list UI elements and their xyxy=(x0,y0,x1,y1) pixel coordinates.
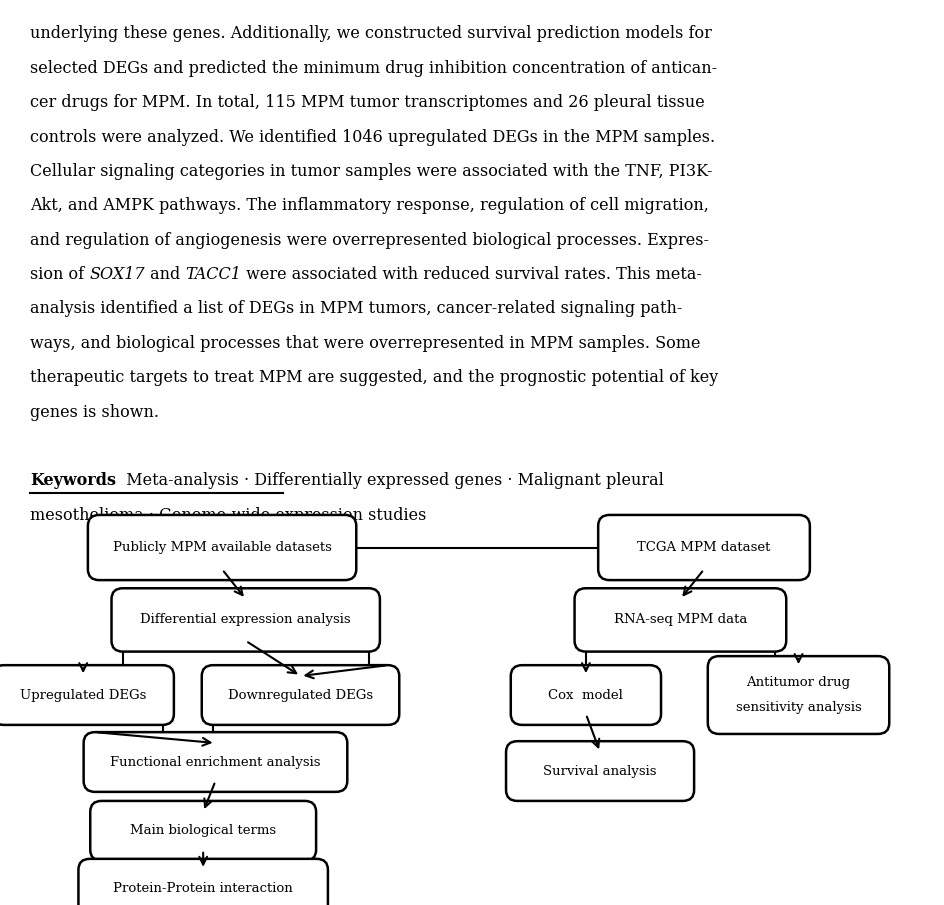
Text: selected DEGs and predicted the minimum drug inhibition concentration of antican: selected DEGs and predicted the minimum … xyxy=(30,60,716,77)
Text: sensitivity analysis: sensitivity analysis xyxy=(734,700,861,714)
Text: Publicly MPM available datasets: Publicly MPM available datasets xyxy=(112,541,331,554)
FancyBboxPatch shape xyxy=(574,588,785,652)
Text: TACC1: TACC1 xyxy=(185,266,241,283)
FancyBboxPatch shape xyxy=(598,515,809,580)
FancyBboxPatch shape xyxy=(0,665,174,725)
FancyBboxPatch shape xyxy=(201,665,398,725)
Text: and: and xyxy=(144,266,185,283)
FancyBboxPatch shape xyxy=(83,732,347,792)
Text: underlying these genes. Additionally, we constructed survival prediction models : underlying these genes. Additionally, we… xyxy=(30,25,712,43)
Text: SOX17: SOX17 xyxy=(90,266,144,283)
Text: Akt, and AMPK pathways. The inflammatory response, regulation of cell migration,: Akt, and AMPK pathways. The inflammatory… xyxy=(30,197,708,214)
Text: were associated with reduced survival rates. This meta-: were associated with reduced survival ra… xyxy=(241,266,701,283)
Text: controls were analyzed. We identified 1046 upregulated DEGs in the MPM samples.: controls were analyzed. We identified 10… xyxy=(30,129,715,146)
Text: Survival analysis: Survival analysis xyxy=(543,765,656,777)
Text: RNA-seq MPM data: RNA-seq MPM data xyxy=(613,614,747,626)
Text: Meta-analysis · Differentially expressed genes · Malignant pleural: Meta-analysis · Differentially expressed… xyxy=(116,472,664,490)
FancyBboxPatch shape xyxy=(78,859,328,905)
Text: ways, and biological processes that were overrepresented in MPM samples. Some: ways, and biological processes that were… xyxy=(30,335,700,352)
Text: Downregulated DEGs: Downregulated DEGs xyxy=(228,689,373,701)
FancyBboxPatch shape xyxy=(510,665,661,725)
FancyBboxPatch shape xyxy=(88,515,356,580)
Text: Cox  model: Cox model xyxy=(548,689,623,701)
Text: genes is shown.: genes is shown. xyxy=(30,404,160,421)
Text: analysis identified a list of DEGs in MPM tumors, cancer-related signaling path-: analysis identified a list of DEGs in MP… xyxy=(30,300,682,318)
Text: mesothelioma · Genome-wide expression studies: mesothelioma · Genome-wide expression st… xyxy=(30,507,426,524)
Text: TCGA MPM dataset: TCGA MPM dataset xyxy=(636,541,770,554)
Text: therapeutic targets to treat MPM are suggested, and the prognostic potential of : therapeutic targets to treat MPM are sug… xyxy=(30,369,717,386)
FancyBboxPatch shape xyxy=(506,741,693,801)
Text: cer drugs for MPM. In total, 115 MPM tumor transcriptomes and 26 pleural tissue: cer drugs for MPM. In total, 115 MPM tum… xyxy=(30,94,704,111)
Text: Upregulated DEGs: Upregulated DEGs xyxy=(20,689,146,701)
Text: Differential expression analysis: Differential expression analysis xyxy=(141,614,350,626)
Text: Protein-Protein interaction: Protein-Protein interaction xyxy=(113,882,293,895)
FancyBboxPatch shape xyxy=(111,588,379,652)
Text: sion of: sion of xyxy=(30,266,90,283)
Text: Cellular signaling categories in tumor samples were associated with the TNF, PI3: Cellular signaling categories in tumor s… xyxy=(30,163,712,180)
Text: Main biological terms: Main biological terms xyxy=(130,824,276,837)
FancyBboxPatch shape xyxy=(707,656,888,734)
Text: Antitumor drug: Antitumor drug xyxy=(746,676,850,690)
Text: and regulation of angiogenesis were overrepresented biological processes. Expres: and regulation of angiogenesis were over… xyxy=(30,232,709,249)
FancyBboxPatch shape xyxy=(90,801,315,861)
Text: Keywords: Keywords xyxy=(30,472,116,490)
Text: Functional enrichment analysis: Functional enrichment analysis xyxy=(110,756,320,768)
